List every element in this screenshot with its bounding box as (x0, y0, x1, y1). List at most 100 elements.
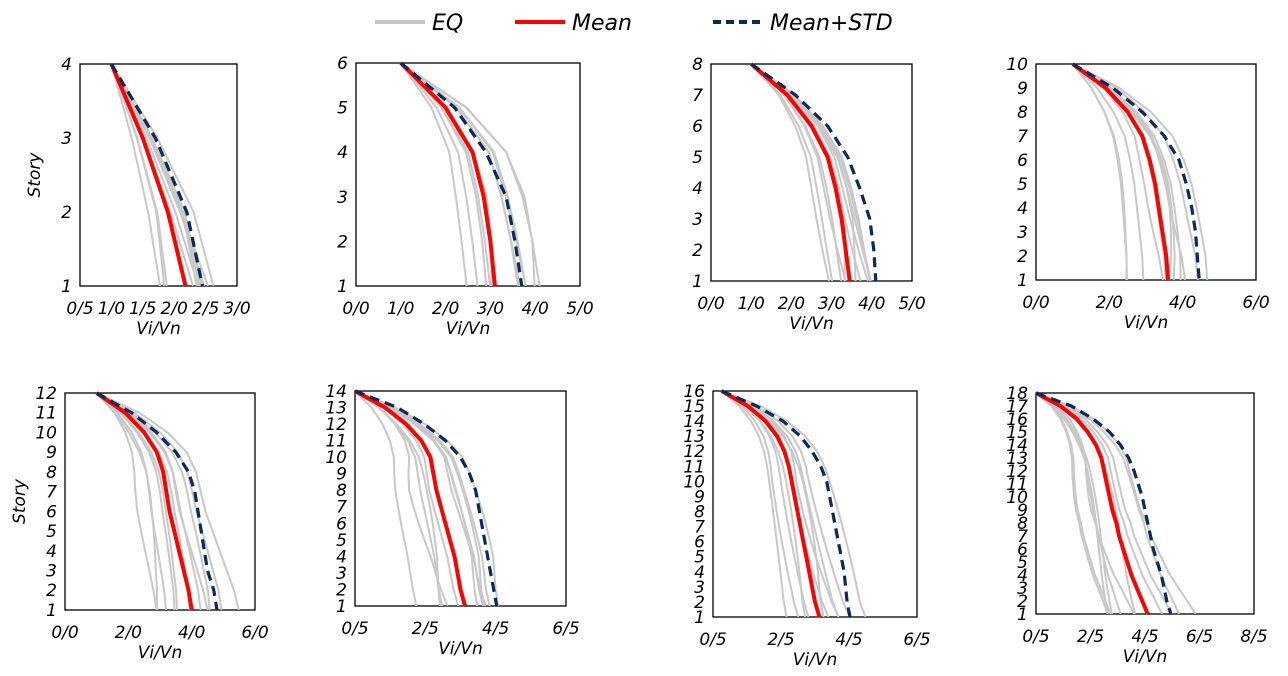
y-tick-label: 5 (1017, 553, 1028, 573)
series-mean (720, 389, 822, 618)
x-tick-label: 2/0 (115, 623, 142, 643)
eq-curve-10 (110, 64, 161, 286)
x-tick-label: 6/5 (552, 619, 579, 639)
y-tick-label: 1 (46, 601, 57, 621)
y-tick-label: 12 (683, 442, 705, 462)
eq-curve-2 (96, 393, 176, 610)
eq-curve-9 (355, 391, 487, 606)
y-tick-label: 6 (694, 533, 705, 553)
plot-frame (1035, 392, 1255, 615)
eq-curve-6 (1072, 64, 1187, 280)
y-tick-label: 10 (683, 472, 705, 492)
y-tick-label: 9 (336, 465, 347, 485)
eq-curve-0 (750, 64, 857, 281)
eq-curve-8 (1072, 64, 1145, 280)
y-axis-label: Story (10, 478, 30, 524)
series-mean-std (1071, 62, 1201, 281)
series-mean-std (95, 391, 219, 611)
eq-curve-6 (400, 63, 488, 286)
y-tick-label: 3 (692, 210, 703, 230)
y-tick-label: 5 (694, 548, 705, 568)
y-tick-label: 11 (35, 404, 57, 424)
y-tick-label: 5 (1017, 175, 1028, 195)
y-tick-label: 4 (692, 179, 703, 199)
x-tick-label: 3/0 (477, 299, 504, 319)
legend-label-2: Mean+STD (770, 11, 893, 36)
y-tick-label: 11 (325, 432, 347, 452)
y-tick-label: 2 (1017, 247, 1028, 267)
plot-frame (710, 63, 913, 282)
y-tick-label: 6 (692, 117, 703, 137)
x-tick-label: 4/0 (1169, 293, 1196, 313)
y-tick-label: 9 (46, 443, 57, 463)
eq-curve-10 (400, 63, 527, 286)
x-axis-label: Vi/Vn (1123, 647, 1167, 667)
eq-curve-1 (355, 391, 460, 606)
plot-frame (1035, 63, 1257, 281)
eq-curve-8 (95, 393, 158, 610)
x-tick-label: 4/0 (858, 294, 885, 314)
x-tick-label: 2/5 (192, 299, 219, 319)
y-tick-label: 3 (46, 561, 57, 581)
y-tick-label: 4 (337, 143, 348, 163)
chart-2: 0/0 1/0 2/0 3/0 4/0 5/0 1 2 3 4 5 6 7 8 Vi/Vn (692, 55, 926, 334)
x-axis-label: Vi/Vn (446, 319, 490, 339)
y-tick-label: 3 (1017, 579, 1028, 599)
y-tick-label: 11 (1006, 475, 1028, 495)
x-tick-label: 1/0 (387, 299, 414, 319)
y-tick-label: 10 (35, 423, 57, 443)
y-tick-label: 2 (337, 232, 348, 252)
x-tick-label: 0/0 (342, 299, 369, 319)
eq-curve-7 (95, 393, 159, 610)
y-tick-label: 1 (1017, 271, 1028, 291)
y-tick-label: 17 (1006, 397, 1028, 417)
eq-curves (399, 63, 541, 286)
x-tick-label: 1/0 (738, 294, 765, 314)
eq-curve-10 (96, 393, 178, 610)
x-tick-label: 2/5 (767, 630, 794, 650)
y-tick-label: 14 (325, 382, 347, 402)
eq-curve-9 (750, 64, 869, 281)
y-tick-label: 15 (1006, 423, 1028, 443)
y-tick-label: 2 (1017, 592, 1028, 612)
x-tick-label: 0/0 (697, 294, 724, 314)
eq-curve-4 (1036, 393, 1112, 614)
y-tick-label: 2 (46, 581, 57, 601)
y-tick-label: 2 (694, 593, 705, 613)
y-tick-label: 5 (46, 522, 57, 542)
eq-curve-5 (1036, 393, 1181, 614)
y-tick-label: 3 (694, 578, 705, 598)
eq-curve-3 (96, 393, 240, 610)
y-tick-label: 8 (336, 481, 347, 501)
series-mean-std (750, 62, 878, 282)
x-tick-label: 6/0 (241, 623, 268, 643)
y-tick-label: 4 (694, 563, 705, 583)
x-axis-label: Vi/Vn (793, 650, 837, 670)
x-tick-label: 1/5 (129, 299, 156, 319)
x-tick-label: 0/5 (699, 630, 726, 650)
eq-curve-9 (721, 391, 851, 617)
x-tick-label: 0/0 (51, 623, 78, 643)
eq-curves (355, 391, 500, 606)
x-tick-label: 5/0 (566, 299, 593, 319)
x-axis-label: Vi/Vn (438, 639, 482, 659)
eq-curve-0 (1072, 64, 1164, 280)
eq-curve-6 (96, 393, 202, 610)
x-tick-label: 4/5 (482, 619, 509, 639)
series-mean (109, 63, 188, 287)
eq-curve-7 (1036, 393, 1122, 614)
eq-curve-9 (1072, 64, 1209, 280)
plot-frame (64, 392, 256, 611)
eq-curve-4 (750, 64, 872, 281)
y-axis-label: Story (25, 152, 45, 198)
y-tick-label: 4 (1017, 199, 1028, 219)
eq-curve-1 (1072, 64, 1199, 280)
y-tick-label: 11 (683, 457, 705, 477)
y-tick-label: 1 (694, 608, 705, 628)
y-tick-label: 13 (683, 427, 705, 447)
chart-0: 0/5 1/0 1/5 2/0 2/5 3/0 1 2 3 4 Vi/Vn Story (25, 55, 251, 339)
x-tick-label: 3/0 (223, 299, 250, 319)
eq-curve-9 (110, 64, 215, 286)
y-tick-label: 10 (325, 448, 347, 468)
